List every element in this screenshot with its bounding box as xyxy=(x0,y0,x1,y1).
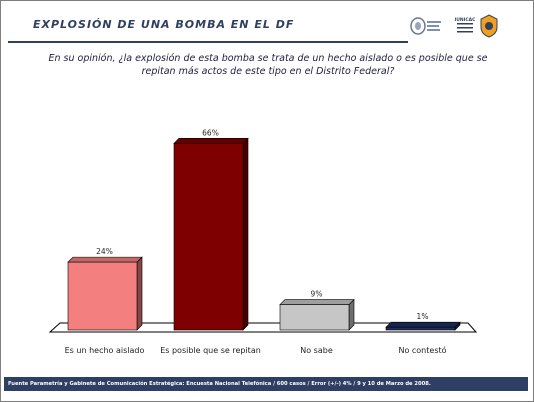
bar-4 xyxy=(385,321,461,331)
title-underline xyxy=(8,41,408,43)
page-title: EXPLOSIÓN DE UNA BOMBA EN EL DF xyxy=(33,18,295,31)
gce-logo-icon: GABINETE DE COMUNICACIÓN ESTRATÉGICA xyxy=(455,15,475,33)
bar-value-label: 1% xyxy=(417,312,429,321)
chart-floor xyxy=(48,322,478,333)
bar-value-label: 66% xyxy=(202,128,219,137)
parametria-logo-icon xyxy=(410,17,441,35)
category-label: No sabe xyxy=(300,346,333,355)
footer-source: Fuente Parametría y Gabinete de Comunica… xyxy=(4,377,528,391)
shield-logo-icon xyxy=(480,14,498,38)
bar-3 xyxy=(279,298,355,331)
survey-question: En su opinión, ¿la explosión de esta bom… xyxy=(48,53,488,77)
bar-value-label: 24% xyxy=(96,247,113,256)
category-label: No contestó xyxy=(398,345,446,355)
bar-value-label: 9% xyxy=(311,290,323,299)
category-label: Es posible que se repitan xyxy=(160,346,261,355)
bar-1 xyxy=(67,256,143,331)
gce-logo-text: GABINETE DE COMUNICACIÓN ESTRATÉGICA xyxy=(455,15,475,23)
bar-2 xyxy=(173,137,249,331)
category-label: Es un hecho aislado xyxy=(65,346,145,355)
